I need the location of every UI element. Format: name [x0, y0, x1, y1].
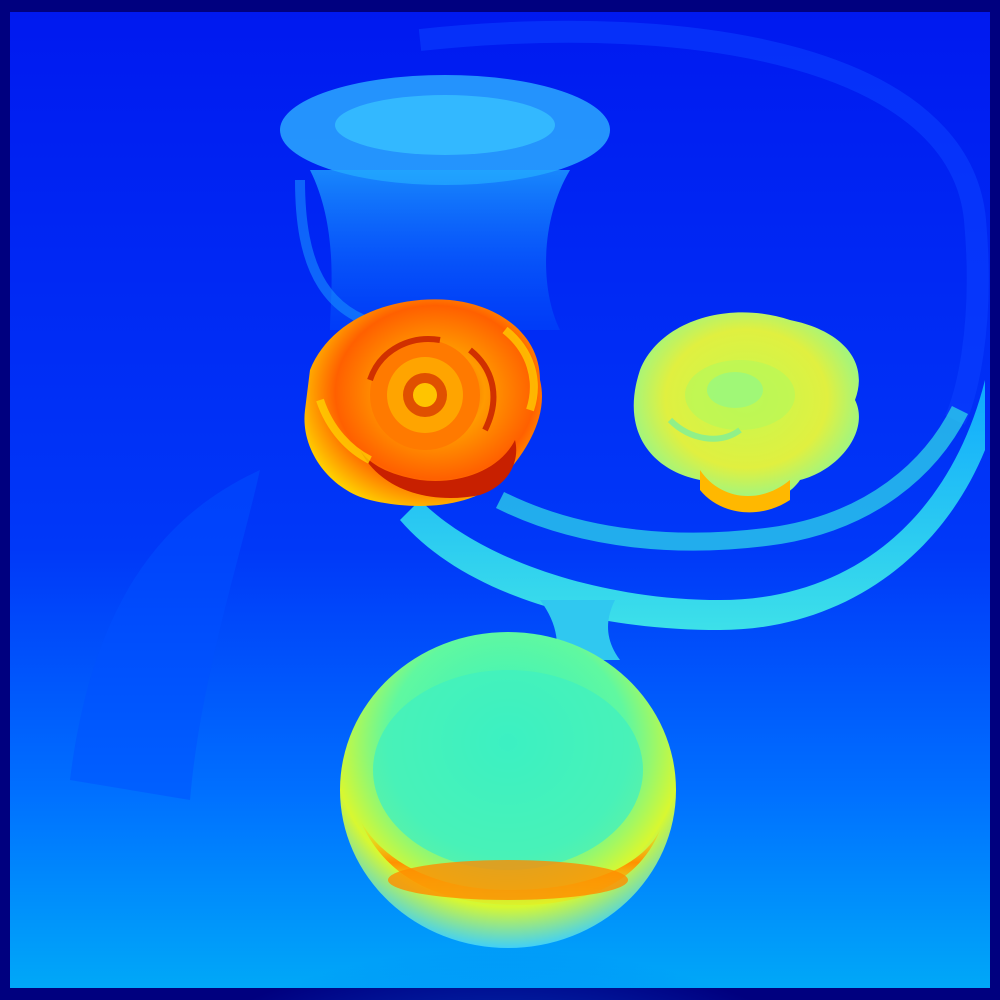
bowl [340, 632, 676, 948]
vase [280, 75, 610, 335]
rose-far [633, 312, 859, 513]
plate-outline [418, 20, 989, 425]
rose-near [304, 299, 542, 506]
plate-rim-inner [495, 405, 969, 551]
ghost-shape [70, 470, 260, 800]
